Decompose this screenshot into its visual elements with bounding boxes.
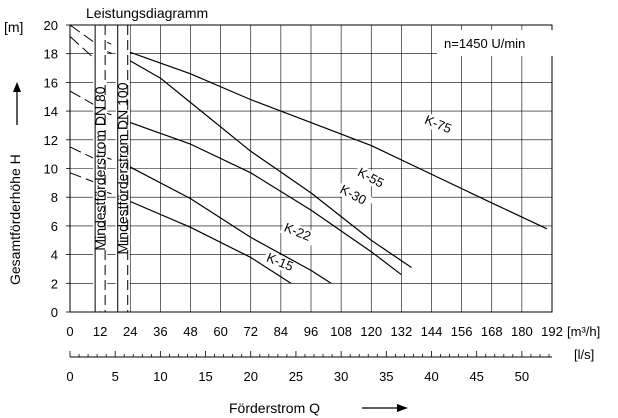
x-tick-label: 60: [213, 324, 227, 339]
y-tick-label: 4: [51, 248, 58, 263]
chart-title: Leistungsdiagramm: [86, 5, 208, 21]
x2-tick-label: 25: [289, 369, 303, 384]
series-label-bg: [279, 219, 319, 247]
series-curve-k-22: [129, 166, 332, 284]
x-tick-label: 72: [244, 324, 258, 339]
x2-tick-label: 5: [112, 369, 119, 384]
speed-note-box: n=1450 U/min: [437, 30, 553, 56]
series-label-bg: [420, 112, 460, 139]
x-tick-label: 96: [304, 324, 318, 339]
series-label-bg: [262, 249, 302, 277]
x-axis-arrow: [362, 404, 408, 412]
x2-tick-label: 20: [244, 369, 258, 384]
x-tick-label: 48: [183, 324, 197, 339]
x2-tick-label: 40: [424, 369, 438, 384]
series-curve-k-15: [130, 200, 292, 284]
x2-tick-label: 10: [153, 369, 167, 384]
x-tick-label: 144: [421, 324, 443, 339]
min-flow-band: [93, 26, 108, 311]
series-curve-k-75: [130, 51, 548, 230]
x2-tick-label: 35: [379, 369, 393, 384]
x-axis-unit-ls: [l/s]: [574, 347, 594, 362]
x-tick-label: 84: [274, 324, 288, 339]
series-label-bg: [353, 164, 392, 194]
series-curve-k-55: [129, 60, 412, 269]
x-tick-label: 36: [153, 324, 167, 339]
x-axis-label: Förderstrom Q: [229, 400, 320, 416]
speed-note: n=1450 U/min: [444, 36, 525, 51]
dashed-guide: [69, 36, 101, 65]
series-curve-k-30: [130, 122, 402, 276]
y-tick-label: 18: [44, 47, 58, 62]
y-tick-label: 8: [51, 190, 58, 205]
y-tick-label: 16: [44, 75, 58, 90]
min-flow-label: Mindestförderstrom DN 100: [115, 82, 131, 254]
x-tick-label: 168: [481, 324, 503, 339]
dashed-guide: [69, 24, 101, 47]
x2-tick-label: 15: [198, 369, 212, 384]
y-axis-unit: [m]: [4, 19, 23, 35]
x2-tick-label: 0: [66, 369, 73, 384]
x-tick-label: 120: [360, 324, 382, 339]
series-label-bg: [335, 181, 374, 211]
x-tick-label: 156: [451, 324, 473, 339]
x-tick-label: 24: [123, 324, 137, 339]
x2-tick-label: 30: [334, 369, 348, 384]
min-flow-band: [115, 26, 130, 311]
y-tick-label: 10: [44, 162, 58, 177]
x-tick-label: 180: [511, 324, 533, 339]
y-tick-label: 0: [51, 305, 58, 320]
min-flow-label: Mindestförderstrom DN 80: [92, 86, 108, 250]
x-tick-label: 108: [330, 324, 352, 339]
x-tick-label: 192: [541, 324, 563, 339]
x-tick-label: 0: [66, 324, 73, 339]
x-axis-unit-m3h: [m³/h]: [567, 324, 600, 339]
y-axis-arrow: [13, 82, 21, 125]
y-tick-label: 20: [44, 18, 58, 33]
series-label-k-22: K-22: [282, 220, 313, 244]
x2-tick-label: 50: [515, 369, 529, 384]
x2-tick-label: 45: [469, 369, 483, 384]
y-axis-label: Gesamtförderhöhe H: [7, 154, 23, 285]
y-tick-label: 6: [51, 219, 58, 234]
series-label-k-75: K-75: [423, 112, 454, 136]
x-tick-label: 132: [391, 324, 413, 339]
y-tick-label: 12: [44, 133, 58, 148]
x-tick-label: 12: [93, 324, 107, 339]
y-tick-label: 2: [51, 276, 58, 291]
y-tick-label: 14: [44, 104, 58, 119]
